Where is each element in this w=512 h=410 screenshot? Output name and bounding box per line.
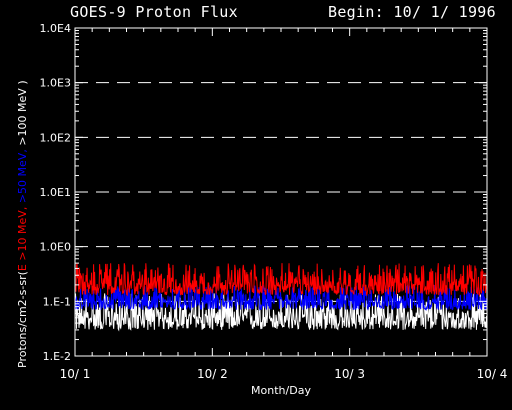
y-axis-label-part: >100 MeV ) — [16, 80, 29, 149]
series-line-50mev — [74, 284, 488, 311]
series-line-10mev — [74, 263, 488, 297]
y-tick-label: 1.E-2 — [43, 350, 71, 363]
y-axis-label-part: >50 MeV, — [16, 149, 29, 207]
y-tick-label: 1.E-1 — [43, 295, 71, 308]
x-tick-label: 10/ 3 — [334, 367, 365, 381]
x-tick-label: 10/ 1 — [60, 367, 91, 381]
y-tick-label: 1.0E0 — [40, 241, 71, 254]
chart-title: GOES-9 Proton Flux — [70, 3, 238, 21]
y-tick-label: 1.0E3 — [40, 77, 71, 90]
y-tick-label: 1.0E2 — [40, 131, 71, 144]
y-axis-label-part: Protons/cm2-s-sr( — [16, 271, 29, 368]
x-tick-label: 10/ 2 — [197, 367, 228, 381]
x-tick-label: 10/ 4 — [477, 367, 508, 381]
y-axis-label-part: E >10 MeV, — [16, 207, 29, 271]
y-tick-label: 1.0E4 — [40, 22, 71, 35]
y-tick-label: 1.0E1 — [40, 186, 71, 199]
x-axis-label: Month/Day — [251, 384, 311, 397]
y-axis-label: Protons/cm2-s-sr(E >10 MeV, >50 MeV, >10… — [16, 80, 29, 368]
begin-date: Begin: 10/ 1/ 1996 — [328, 3, 496, 21]
